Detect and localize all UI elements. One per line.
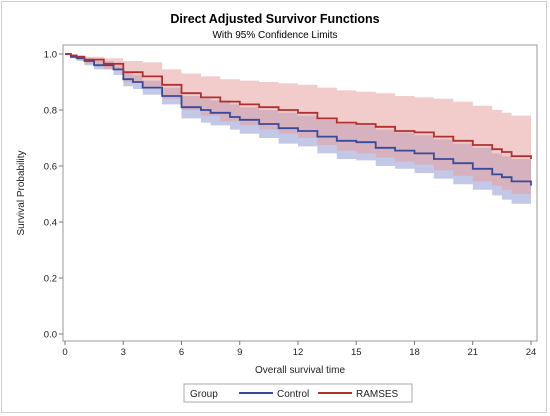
y-axis-label: Survival Probability (16, 150, 27, 235)
y-tick-label: 0.8 (44, 106, 57, 117)
y-tick-label: 0.0 (44, 330, 57, 341)
survival-line-control (65, 53, 532, 186)
x-tick-label: 21 (467, 347, 478, 358)
y-axis: 0.0 0.2 0.4 0.6 0.8 1.0 (44, 50, 63, 341)
legend-title: Group (190, 389, 218, 400)
x-tick-label: 24 (526, 347, 537, 358)
x-tick-label: 9 (237, 347, 242, 358)
chart-title: Direct Adjusted Survivor Functions (170, 12, 379, 26)
plot-area-border (62, 44, 538, 342)
x-tick-label: 18 (409, 347, 420, 358)
y-tick-label: 0.6 (44, 162, 57, 173)
x-tick-label: 15 (351, 347, 362, 358)
legend-label-control: Control (277, 389, 309, 400)
x-tick-label: 3 (121, 347, 126, 358)
survival-lines (65, 53, 532, 186)
x-tick-label: 6 (179, 347, 184, 358)
x-axis: 0 3 6 9 12 15 18 21 24 (62, 341, 536, 358)
y-tick-label: 0.4 (44, 218, 57, 229)
y-tick-label: 1.0 (44, 50, 57, 61)
survival-line-ramses (65, 53, 532, 159)
x-tick-label: 12 (293, 347, 304, 358)
legend-label-ramses: RAMSES (356, 389, 399, 400)
chart-subtitle: With 95% Confidence Limits (212, 30, 337, 41)
x-tick-label: 0 (62, 347, 67, 358)
confidence-band-ramses (65, 54, 531, 197)
y-tick-label: 0.2 (44, 274, 57, 285)
x-axis-label: Overall survival time (255, 365, 345, 376)
legend-items: Control RAMSES (239, 389, 399, 400)
legend-box (183, 383, 413, 403)
legend: Group Control RAMSES (183, 383, 413, 403)
